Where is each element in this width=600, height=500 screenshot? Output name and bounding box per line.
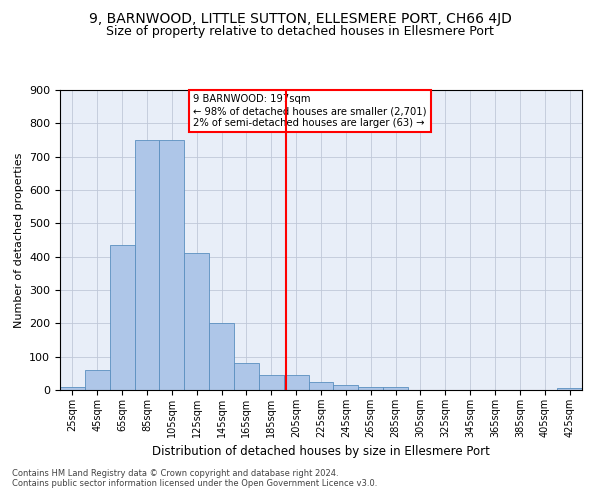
Text: 9, BARNWOOD, LITTLE SUTTON, ELLESMERE PORT, CH66 4JD: 9, BARNWOOD, LITTLE SUTTON, ELLESMERE PO… (89, 12, 511, 26)
Bar (334, 385, 358, 390)
Bar (358, 386, 383, 390)
Bar (160, 140, 184, 390)
Y-axis label: Number of detached properties: Number of detached properties (14, 152, 23, 328)
Text: Contains public sector information licensed under the Open Government Licence v3: Contains public sector information licen… (12, 478, 377, 488)
Bar (234, 364, 259, 390)
Bar (383, 386, 408, 390)
Bar (259, 375, 284, 390)
Text: Size of property relative to detached houses in Ellesmere Port: Size of property relative to detached ho… (106, 25, 494, 38)
X-axis label: Distribution of detached houses by size in Ellesmere Port: Distribution of detached houses by size … (152, 446, 490, 458)
Bar (308, 382, 334, 390)
Bar (134, 140, 160, 390)
Bar (557, 388, 582, 390)
Bar (110, 245, 134, 390)
Bar (85, 370, 110, 390)
Bar (60, 386, 85, 390)
Text: 9 BARNWOOD: 197sqm
← 98% of detached houses are smaller (2,701)
2% of semi-detac: 9 BARNWOOD: 197sqm ← 98% of detached hou… (193, 94, 427, 128)
Bar (284, 375, 308, 390)
Text: Contains HM Land Registry data © Crown copyright and database right 2024.: Contains HM Land Registry data © Crown c… (12, 468, 338, 477)
Bar (184, 254, 209, 390)
Bar (209, 324, 234, 390)
